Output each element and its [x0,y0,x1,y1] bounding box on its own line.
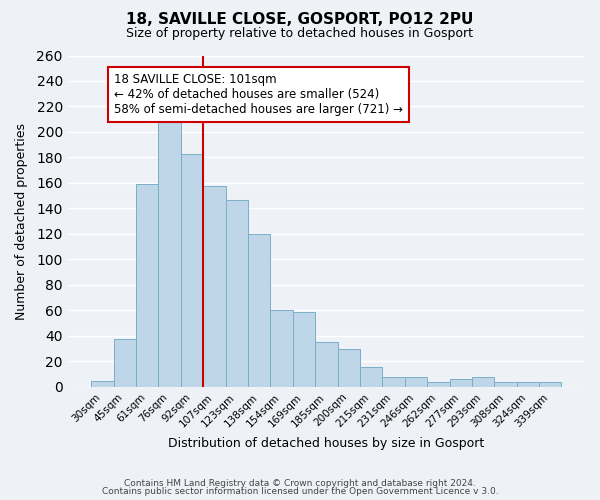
Bar [181,154,203,387]
Y-axis label: Number of detached properties: Number of detached properties [15,122,28,320]
Bar [427,382,449,387]
Bar [405,376,427,387]
Bar [91,380,113,387]
Text: Size of property relative to detached houses in Gosport: Size of property relative to detached ho… [127,28,473,40]
Text: Contains public sector information licensed under the Open Government Licence v : Contains public sector information licen… [101,487,499,496]
Bar [203,186,226,387]
Bar [494,382,517,387]
Bar [449,380,472,387]
Bar [315,342,338,387]
Text: Contains HM Land Registry data © Crown copyright and database right 2024.: Contains HM Land Registry data © Crown c… [124,478,476,488]
X-axis label: Distribution of detached houses by size in Gosport: Distribution of detached houses by size … [168,437,484,450]
Bar [293,312,315,387]
Bar [539,382,562,387]
Bar [136,184,158,387]
Text: 18 SAVILLE CLOSE: 101sqm
← 42% of detached houses are smaller (524)
58% of semi-: 18 SAVILLE CLOSE: 101sqm ← 42% of detach… [113,74,403,116]
Bar [360,366,382,387]
Bar [226,200,248,387]
Text: 18, SAVILLE CLOSE, GOSPORT, PO12 2PU: 18, SAVILLE CLOSE, GOSPORT, PO12 2PU [127,12,473,28]
Bar [113,338,136,387]
Bar [382,376,405,387]
Bar [248,234,271,387]
Bar [158,108,181,387]
Bar [472,376,494,387]
Bar [338,348,360,387]
Bar [517,382,539,387]
Bar [271,310,293,387]
